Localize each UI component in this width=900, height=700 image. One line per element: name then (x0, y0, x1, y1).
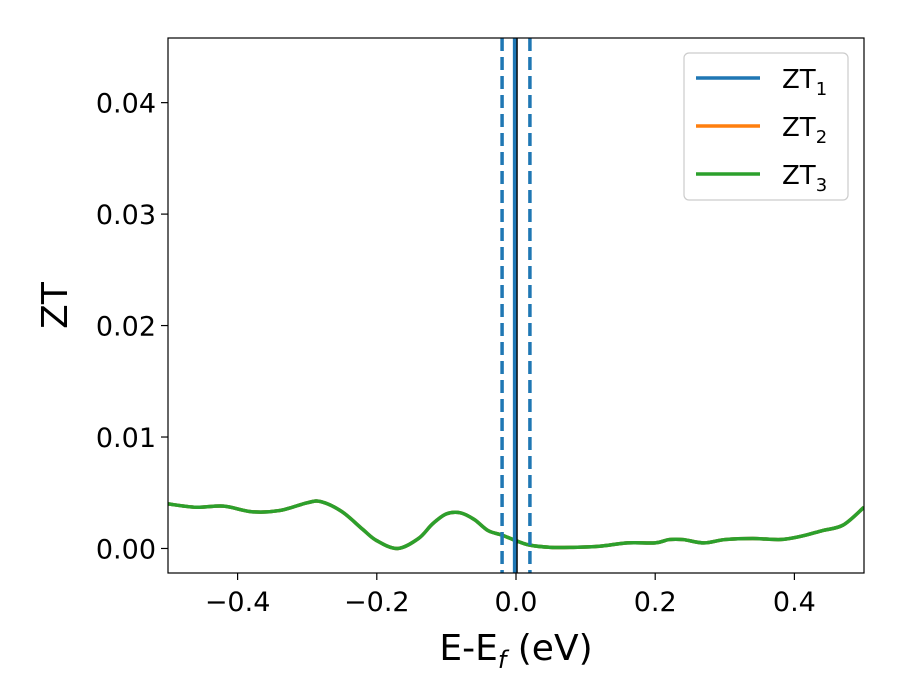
legend-label: ZT3 (782, 161, 827, 196)
x-axis-label: E-Ef (eV) (439, 628, 592, 674)
x-axis-label-unit: (eV) (506, 628, 592, 669)
y-axis-label: ZT (35, 281, 76, 329)
legend: ZT1 ZT2 ZT3 (683, 52, 849, 201)
y-tick-label: 0.02 (96, 312, 156, 343)
x-axis-label-main: E-E (439, 628, 497, 669)
y-tick-label: 0.00 (96, 534, 156, 565)
x-tick-label: −0.2 (344, 587, 410, 618)
plot-data-layer (168, 38, 864, 573)
y-tick-label: 0.04 (96, 89, 156, 120)
y-tick-label: 0.03 (96, 200, 156, 231)
y-axis-ticks: 0.00 0.01 0.02 0.03 0.04 (96, 89, 168, 565)
legend-label: ZT1 (782, 65, 827, 100)
x-axis-ticks: −0.4 −0.2 0.0 0.2 0.4 (205, 573, 816, 618)
legend-label: ZT2 (782, 113, 827, 148)
x-tick-label: 0.4 (773, 587, 816, 618)
y-tick-label: 0.01 (96, 423, 156, 454)
x-tick-label: −0.4 (205, 587, 271, 618)
x-tick-label: 0.0 (495, 587, 538, 618)
x-tick-label: 0.2 (634, 587, 677, 618)
legend-box (683, 52, 849, 201)
